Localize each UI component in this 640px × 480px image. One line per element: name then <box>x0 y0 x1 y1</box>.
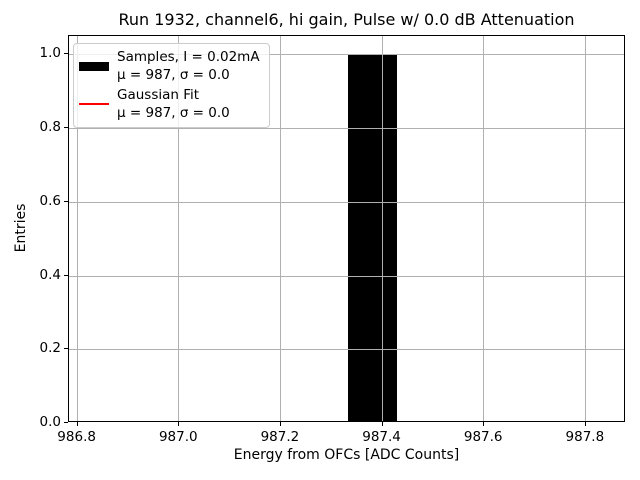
x-tick-mark <box>483 422 485 426</box>
x-gridline <box>178 36 180 421</box>
y-tick-label: 0.0 <box>39 414 61 430</box>
y-gridline <box>69 54 624 56</box>
y-gridline <box>69 201 624 203</box>
y-axis-label: Entries <box>13 203 29 253</box>
grid-layer <box>69 36 624 421</box>
x-gridline <box>381 36 383 421</box>
y-tick-mark <box>64 274 68 276</box>
x-tick-label: 987.8 <box>565 429 605 445</box>
legend-gaussian-fit-stats: μ = 987, σ = 0.0 <box>117 105 230 121</box>
legend-entry-gaussian-fit: Gaussian Fit μ = 987, σ = 0.0 <box>79 86 260 122</box>
legend-handle <box>79 61 109 71</box>
y-gridline <box>69 128 624 130</box>
x-tick-label: 986.8 <box>57 429 96 445</box>
x-tick-label: 987.4 <box>362 429 401 445</box>
y-gridline <box>69 349 624 351</box>
legend-entry-samples-text: Samples, I = 0.02mA μ = 987, σ = 0.0 <box>117 48 260 84</box>
histogram-bar <box>348 54 397 422</box>
x-gridline <box>76 36 78 421</box>
x-gridline <box>584 36 586 421</box>
y-tick-mark <box>64 348 68 350</box>
x-tick-mark <box>279 422 281 426</box>
x-gridline <box>483 36 485 421</box>
y-tick-label: 0.4 <box>39 266 61 283</box>
x-tick-mark <box>178 422 180 426</box>
x-tick-label: 987.0 <box>158 429 198 445</box>
legend-entry-samples: Samples, I = 0.02mA μ = 987, σ = 0.0 <box>79 48 260 84</box>
y-tick-label: 0.8 <box>39 119 61 136</box>
samples-histogram-swatch-icon <box>79 61 109 71</box>
gaussian-fit-line-swatch-icon <box>79 103 109 105</box>
legend-gaussian-fit-label: Gaussian Fit <box>117 87 200 103</box>
x-tick-mark <box>381 422 383 426</box>
x-gridline <box>279 36 281 421</box>
y-tick-label: 1.0 <box>39 45 61 62</box>
legend-entry-gaussian-fit-text: Gaussian Fit μ = 987, σ = 0.0 <box>117 86 230 122</box>
y-tick-label: 0.2 <box>39 340 61 357</box>
bar-layer <box>69 36 624 422</box>
legend-samples-stats: μ = 987, σ = 0.0 <box>117 67 230 83</box>
legend-handle <box>79 103 109 105</box>
y-tick-mark <box>64 127 68 129</box>
y-tick-mark <box>64 53 68 55</box>
chart-title: Run 1932, channel6, hi gain, Pulse w/ 0.… <box>118 10 575 29</box>
x-tick-mark <box>76 422 78 426</box>
x-tick-label: 987.6 <box>463 429 503 445</box>
y-gridline <box>69 275 624 277</box>
y-tick-mark <box>64 200 68 202</box>
y-tick-mark <box>64 422 68 423</box>
x-tick-mark <box>584 422 586 426</box>
x-axis-label: Energy from OFCs [ADC Counts] <box>233 447 460 463</box>
legend: Samples, I = 0.02mA μ = 987, σ = 0.0 Gau… <box>73 43 270 128</box>
x-tick-label: 987.2 <box>260 429 300 445</box>
y-tick-label: 0.6 <box>39 192 61 209</box>
legend-samples-label: Samples, I = 0.02mA <box>117 49 260 65</box>
